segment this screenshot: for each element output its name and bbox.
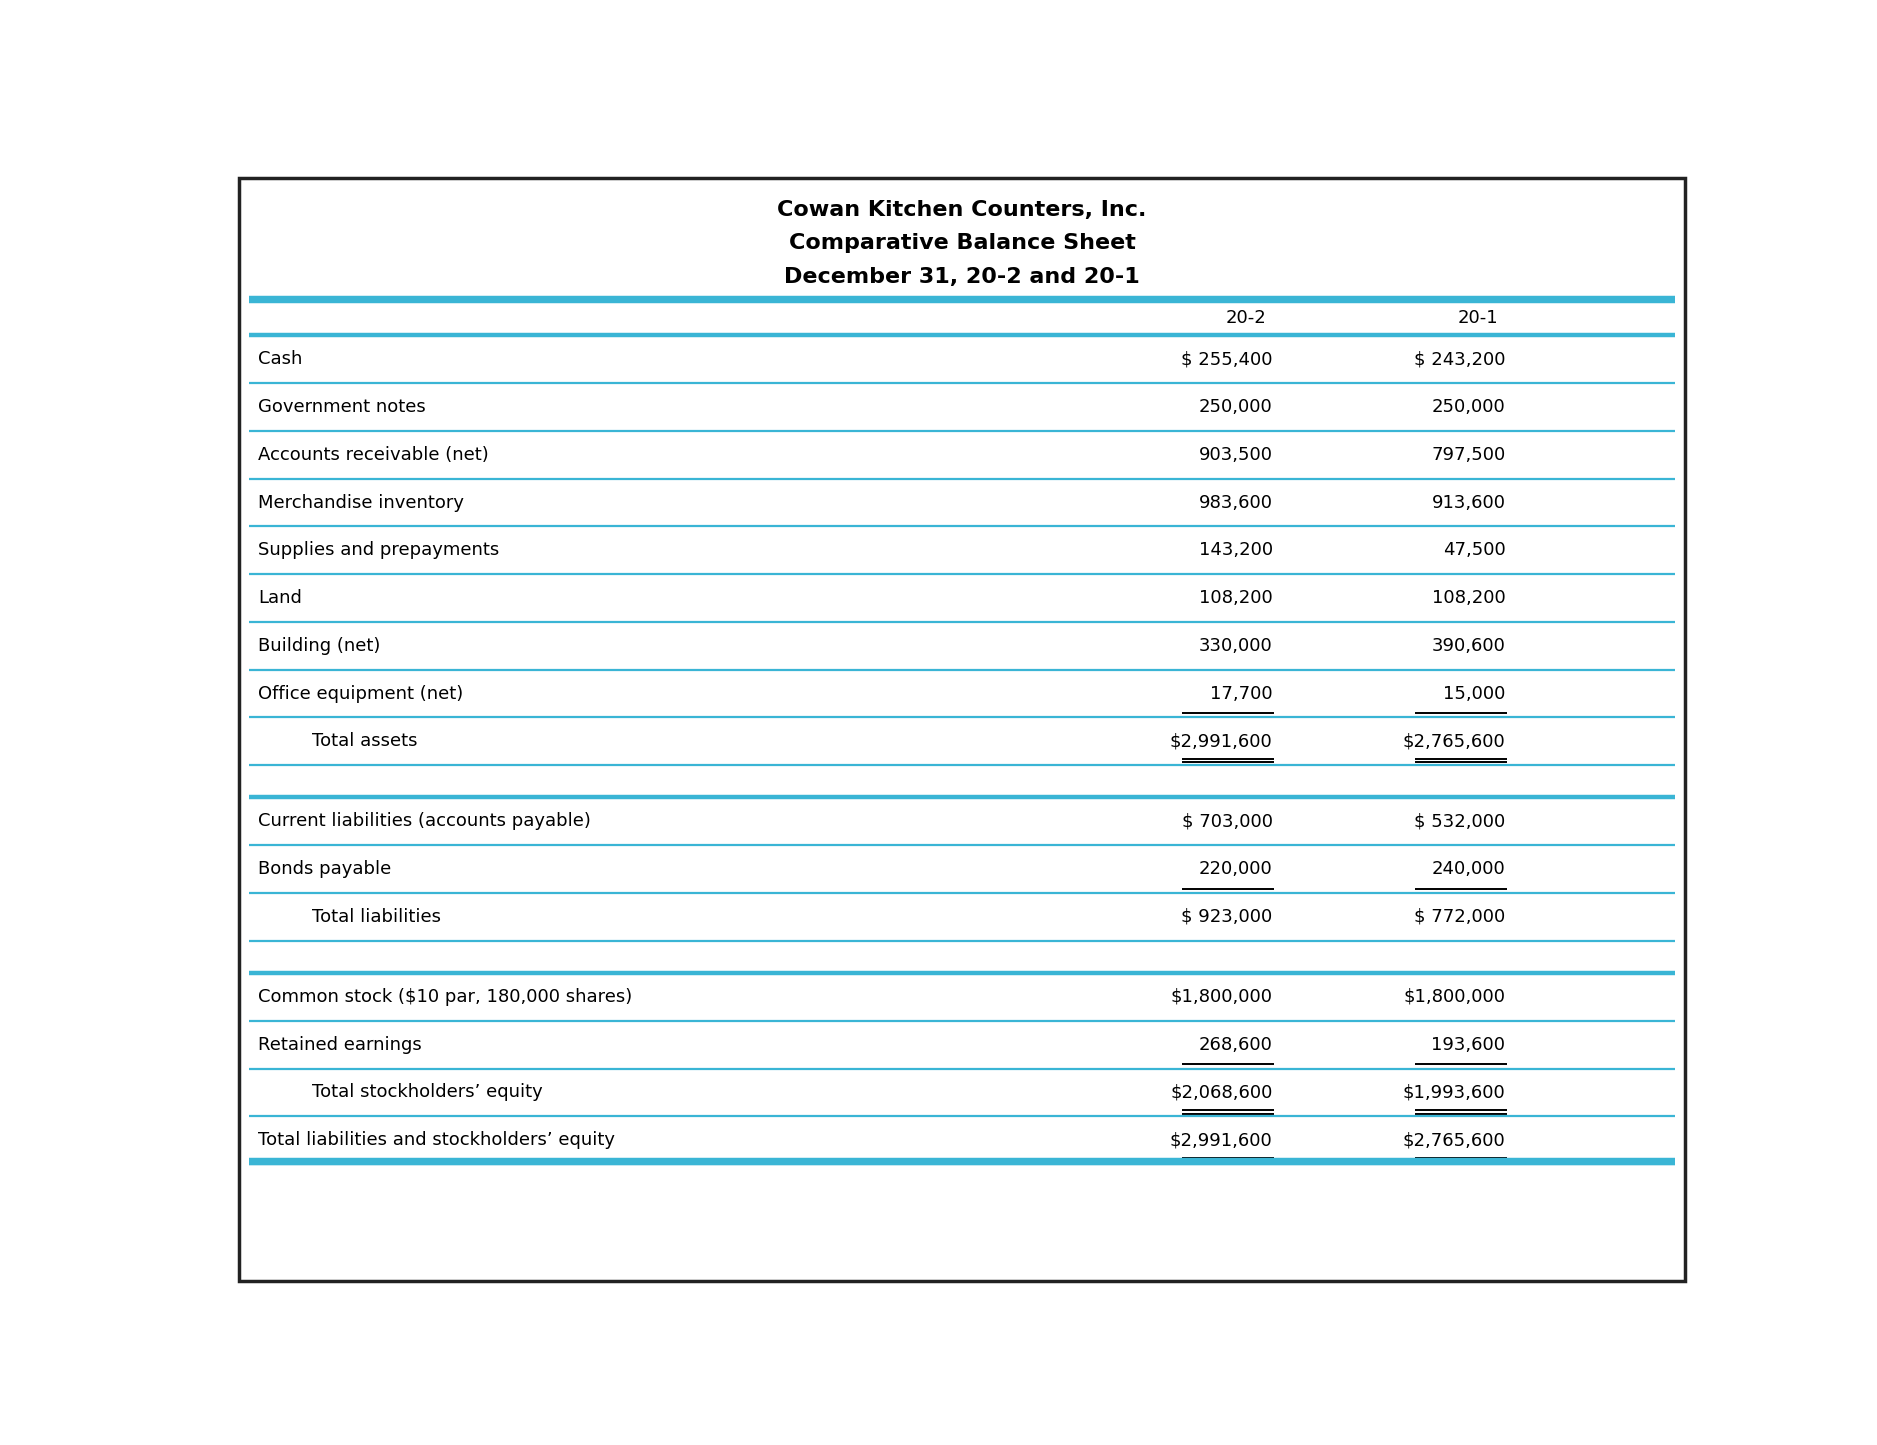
Text: Land: Land	[257, 590, 302, 607]
Text: 108,200: 108,200	[1432, 590, 1505, 607]
Text: $2,991,600: $2,991,600	[1169, 733, 1273, 750]
Text: $1,800,000: $1,800,000	[1404, 988, 1505, 1006]
Text: $ 243,200: $ 243,200	[1413, 350, 1505, 368]
Text: December 31, 20-2 and 20-1: December 31, 20-2 and 20-1	[785, 267, 1139, 288]
Text: Retained earnings: Retained earnings	[257, 1036, 422, 1053]
Text: 143,200: 143,200	[1199, 542, 1273, 559]
Text: 268,600: 268,600	[1199, 1036, 1273, 1053]
Text: 797,500: 797,500	[1432, 447, 1505, 464]
Text: Cash: Cash	[257, 350, 302, 368]
Text: Total liabilities and stockholders’ equity: Total liabilities and stockholders’ equi…	[257, 1131, 616, 1149]
Text: Building (net): Building (net)	[257, 637, 381, 655]
Text: Total assets: Total assets	[289, 733, 417, 750]
Text: Total liabilities: Total liabilities	[289, 907, 441, 926]
Text: 17,700: 17,700	[1211, 685, 1273, 702]
Text: Office equipment (net): Office equipment (net)	[257, 685, 464, 702]
Text: $2,068,600: $2,068,600	[1171, 1084, 1273, 1101]
Text: 913,600: 913,600	[1432, 494, 1505, 512]
Text: $ 923,000: $ 923,000	[1181, 907, 1273, 926]
Text: 903,500: 903,500	[1199, 447, 1273, 464]
Text: 250,000: 250,000	[1432, 397, 1505, 416]
FancyBboxPatch shape	[238, 178, 1686, 1282]
Text: 15,000: 15,000	[1443, 685, 1505, 702]
Text: $2,991,600: $2,991,600	[1169, 1131, 1273, 1149]
Text: 108,200: 108,200	[1199, 590, 1273, 607]
Text: Comparative Balance Sheet: Comparative Balance Sheet	[788, 234, 1136, 253]
Text: 250,000: 250,000	[1199, 397, 1273, 416]
Text: Merchandise inventory: Merchandise inventory	[257, 494, 464, 512]
Text: 20-1: 20-1	[1458, 309, 1498, 327]
Text: $ 703,000: $ 703,000	[1183, 812, 1273, 831]
Text: Supplies and prepayments: Supplies and prepayments	[257, 542, 499, 559]
Text: Cowan Kitchen Counters, Inc.: Cowan Kitchen Counters, Inc.	[777, 199, 1147, 220]
Text: 330,000: 330,000	[1199, 637, 1273, 655]
Text: Common stock ($10 par, 180,000 shares): Common stock ($10 par, 180,000 shares)	[257, 988, 633, 1006]
Text: Current liabilities (accounts payable): Current liabilities (accounts payable)	[257, 812, 591, 831]
Text: $1,800,000: $1,800,000	[1171, 988, 1273, 1006]
Text: 47,500: 47,500	[1443, 542, 1505, 559]
Text: $2,765,600: $2,765,600	[1402, 733, 1505, 750]
Text: 240,000: 240,000	[1432, 860, 1505, 879]
Text: 20-2: 20-2	[1226, 309, 1265, 327]
Text: $ 532,000: $ 532,000	[1413, 812, 1505, 831]
Text: 220,000: 220,000	[1199, 860, 1273, 879]
Text: 390,600: 390,600	[1432, 637, 1505, 655]
Text: Bonds payable: Bonds payable	[257, 860, 390, 879]
Text: Total stockholders’ equity: Total stockholders’ equity	[289, 1084, 542, 1101]
Text: Government notes: Government notes	[257, 397, 426, 416]
Text: Accounts receivable (net): Accounts receivable (net)	[257, 447, 488, 464]
Text: $ 772,000: $ 772,000	[1413, 907, 1505, 926]
Text: $ 255,400: $ 255,400	[1181, 350, 1273, 368]
Text: 983,600: 983,600	[1199, 494, 1273, 512]
Text: $2,765,600: $2,765,600	[1402, 1131, 1505, 1149]
Text: 193,600: 193,600	[1432, 1036, 1505, 1053]
Text: $1,993,600: $1,993,600	[1402, 1084, 1505, 1101]
